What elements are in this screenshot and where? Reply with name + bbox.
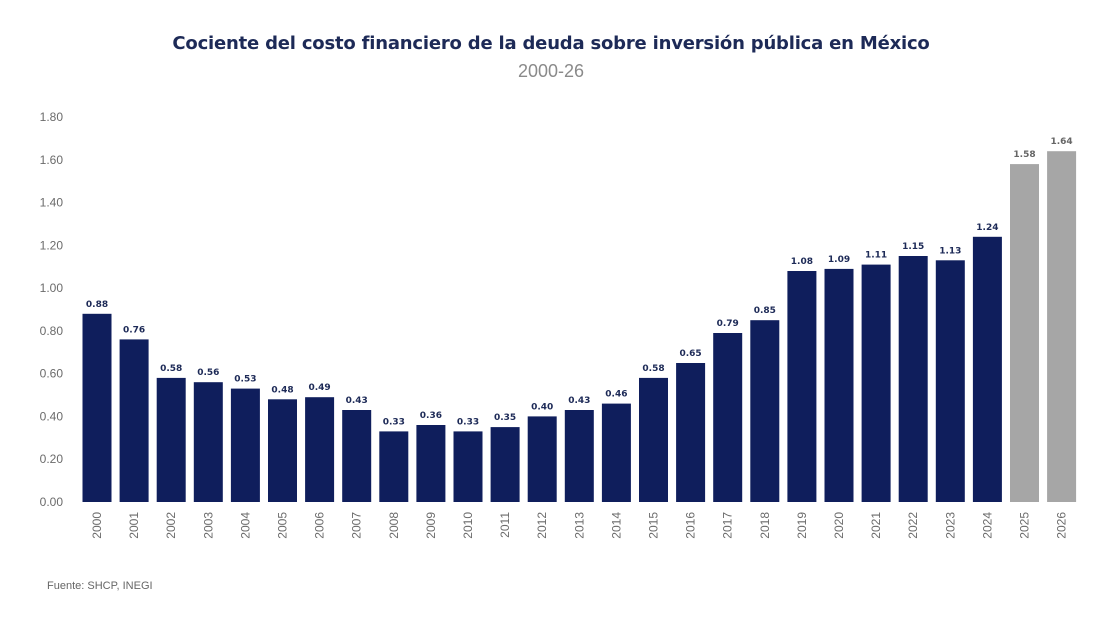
x-tick-label: 2004 bbox=[238, 512, 252, 539]
bar bbox=[639, 377, 668, 502]
bar-value-label: 0.58 bbox=[160, 364, 182, 374]
bar-value-label: 0.53 bbox=[234, 375, 256, 385]
x-tick-label: 2022 bbox=[906, 512, 920, 539]
bar-value-label: 1.08 bbox=[791, 257, 813, 267]
x-tick-label: 2020 bbox=[832, 512, 846, 539]
chart-subtitle: 2000-26 bbox=[517, 61, 585, 81]
bar-value-label: 0.33 bbox=[383, 417, 405, 427]
bar-value-label: 1.24 bbox=[976, 223, 998, 233]
y-tick-label: 0.80 bbox=[40, 324, 64, 338]
bar-value-label: 1.11 bbox=[865, 251, 887, 261]
x-tick-label: 2003 bbox=[201, 512, 215, 539]
y-tick-label: 1.40 bbox=[40, 196, 64, 210]
x-tick-label: 2008 bbox=[387, 512, 401, 539]
bar-value-label: 0.48 bbox=[271, 385, 293, 395]
x-tick-label: 2005 bbox=[276, 512, 290, 539]
bar-value-label: 0.65 bbox=[679, 349, 701, 359]
bar bbox=[750, 320, 780, 502]
bar bbox=[564, 410, 594, 502]
bar bbox=[713, 333, 743, 502]
bar-value-label: 1.58 bbox=[1013, 150, 1035, 160]
bar-value-label: 0.43 bbox=[346, 396, 368, 406]
bar bbox=[1010, 164, 1039, 502]
x-tick-label: 2012 bbox=[535, 512, 549, 539]
x-tick-label: 2006 bbox=[313, 512, 327, 539]
x-tick-label: 2000 bbox=[90, 512, 104, 539]
x-tick-label: 2026 bbox=[1055, 512, 1069, 539]
y-tick-label: 1.20 bbox=[40, 238, 64, 252]
bar bbox=[1047, 151, 1077, 502]
source-note: Fuente: SHCP, INEGI bbox=[47, 580, 153, 592]
x-tick-label: 2025 bbox=[1018, 512, 1032, 539]
bar-value-label: 0.40 bbox=[531, 402, 553, 412]
x-tick-label: 2021 bbox=[869, 512, 883, 539]
bar bbox=[787, 271, 817, 502]
bar bbox=[676, 363, 706, 502]
bar bbox=[156, 377, 186, 502]
bar bbox=[898, 256, 928, 502]
bar-value-label: 0.58 bbox=[642, 364, 664, 374]
bar bbox=[861, 264, 891, 502]
y-tick-label: 1.60 bbox=[40, 153, 64, 167]
bar-value-label: 0.35 bbox=[494, 413, 516, 423]
bar-value-label: 0.49 bbox=[308, 383, 330, 393]
x-tick-label: 2018 bbox=[758, 512, 772, 539]
x-tick-label: 2016 bbox=[684, 512, 698, 539]
bar bbox=[824, 268, 854, 502]
bar-value-label: 0.43 bbox=[568, 396, 590, 406]
bar-value-label: 0.76 bbox=[123, 325, 145, 335]
x-tick-label: 2011 bbox=[498, 512, 512, 538]
y-tick-label: 1.80 bbox=[40, 110, 64, 124]
bar-value-label: 1.15 bbox=[902, 242, 924, 252]
y-tick-label: 0.00 bbox=[40, 495, 64, 509]
x-tick-label: 2009 bbox=[424, 512, 438, 539]
x-tick-label: 2017 bbox=[721, 512, 735, 539]
bar bbox=[935, 260, 965, 502]
bar bbox=[193, 382, 223, 502]
bar-value-label: 0.46 bbox=[605, 390, 627, 400]
bar bbox=[82, 313, 112, 502]
y-tick-label: 0.60 bbox=[40, 367, 64, 381]
bar bbox=[601, 403, 631, 502]
bar bbox=[972, 236, 1002, 503]
bar bbox=[305, 397, 335, 502]
bar-value-label: 0.33 bbox=[457, 417, 479, 427]
x-tick-label: 2014 bbox=[609, 512, 623, 539]
chart-title: Cociente del costo financiero de la deud… bbox=[172, 33, 930, 54]
bar-value-label: 0.79 bbox=[717, 319, 739, 329]
bar-value-label: 1.13 bbox=[939, 246, 961, 256]
bar-value-label: 0.88 bbox=[86, 300, 108, 310]
bar bbox=[453, 431, 483, 502]
x-tick-label: 2013 bbox=[572, 512, 586, 539]
x-tick-label: 2001 bbox=[127, 512, 141, 539]
bar bbox=[527, 416, 557, 502]
bar-value-label: 0.36 bbox=[420, 411, 442, 421]
y-tick-label: 0.40 bbox=[40, 409, 64, 423]
x-tick-label: 2024 bbox=[980, 512, 994, 539]
bar-value-label: 0.85 bbox=[754, 306, 776, 316]
x-tick-label: 2002 bbox=[164, 512, 178, 539]
bar bbox=[416, 425, 446, 502]
bar bbox=[379, 431, 409, 502]
bar-value-label: 1.64 bbox=[1050, 137, 1072, 147]
y-tick-label: 1.00 bbox=[40, 281, 64, 295]
x-tick-label: 2019 bbox=[795, 512, 809, 539]
bar bbox=[268, 399, 297, 502]
x-tick-label: 2010 bbox=[461, 512, 475, 539]
bar bbox=[119, 339, 149, 502]
bar-value-label: 0.56 bbox=[197, 368, 219, 378]
bar bbox=[490, 427, 520, 502]
bar-value-label: 1.09 bbox=[828, 255, 850, 265]
x-tick-label: 2007 bbox=[350, 512, 364, 539]
bar bbox=[342, 410, 372, 502]
x-tick-label: 2015 bbox=[647, 512, 661, 539]
y-tick-label: 0.20 bbox=[40, 452, 64, 466]
x-tick-label: 2023 bbox=[943, 512, 957, 539]
bar bbox=[230, 388, 260, 502]
